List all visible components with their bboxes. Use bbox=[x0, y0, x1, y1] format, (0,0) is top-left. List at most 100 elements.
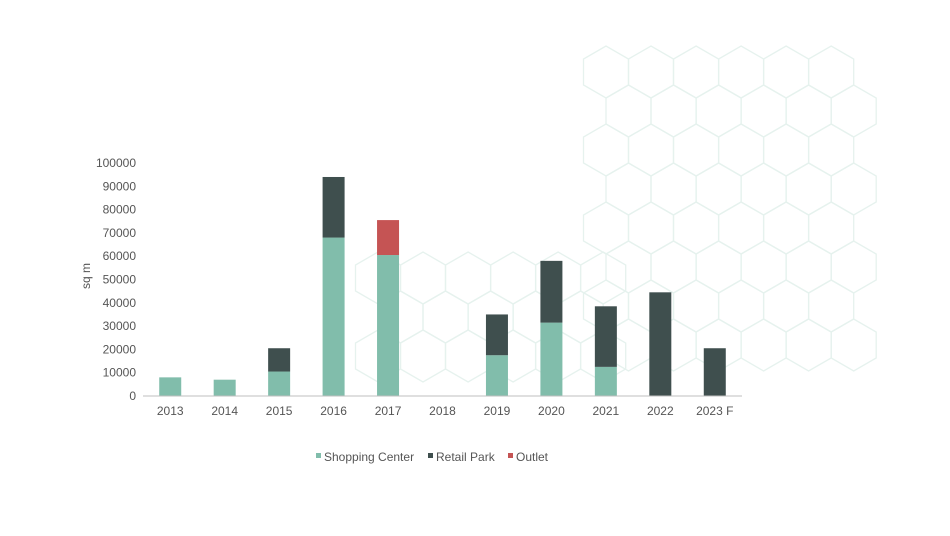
bar-segment bbox=[268, 371, 291, 396]
background-hexagon bbox=[695, 84, 742, 138]
background-hexagon bbox=[717, 45, 765, 99]
y-tick-label: 50000 bbox=[103, 273, 137, 287]
x-tick-label: 2020 bbox=[538, 404, 565, 418]
x-tick-label: 2017 bbox=[375, 404, 402, 418]
background-hexagon bbox=[627, 123, 675, 177]
bar-segment bbox=[268, 348, 291, 372]
legend-swatch bbox=[428, 453, 433, 458]
background-hexagon bbox=[672, 279, 720, 333]
background-hexagon bbox=[422, 290, 469, 344]
x-tick-label: 2015 bbox=[266, 404, 293, 418]
y-tick-label: 70000 bbox=[103, 226, 137, 240]
bar-segment bbox=[485, 355, 508, 396]
background-hexagon bbox=[830, 240, 877, 294]
bar-segment bbox=[377, 255, 400, 396]
y-tick-label: 20000 bbox=[103, 342, 137, 356]
bar-segment bbox=[594, 306, 617, 367]
background-hexagon bbox=[605, 240, 652, 294]
background-hexagon bbox=[830, 84, 877, 138]
bar-segment bbox=[159, 377, 182, 396]
legend-item: Shopping Center bbox=[316, 450, 414, 464]
y-tick-label: 100000 bbox=[96, 156, 136, 170]
legend-label: Retail Park bbox=[436, 450, 496, 464]
x-tick-label: 2018 bbox=[429, 404, 456, 418]
background-hexagon bbox=[807, 123, 855, 177]
background-hexagon bbox=[807, 45, 855, 99]
background-hexagon bbox=[785, 162, 832, 216]
x-tick-label: 2019 bbox=[484, 404, 511, 418]
bar-segment bbox=[213, 379, 236, 396]
x-tick-label: 2023 F bbox=[696, 404, 733, 418]
y-axis: 0 10000 20000 30000 40000 50000 60000 70000 8000… bbox=[96, 156, 136, 403]
y-tick-label: 40000 bbox=[103, 296, 137, 310]
hexagon-background-pattern bbox=[354, 45, 877, 383]
background-hexagon bbox=[807, 201, 855, 255]
background-hexagon bbox=[762, 123, 810, 177]
background-hexagon bbox=[785, 318, 832, 372]
background-hexagon bbox=[605, 162, 652, 216]
y-tick-label: 90000 bbox=[103, 179, 137, 193]
background-hexagon bbox=[695, 240, 742, 294]
x-tick-label: 2016 bbox=[320, 404, 347, 418]
background-hexagon bbox=[717, 279, 765, 333]
legend-label: Shopping Center bbox=[324, 450, 414, 464]
x-tick-label: 2022 bbox=[647, 404, 674, 418]
background-hexagon bbox=[627, 201, 675, 255]
bar-segment bbox=[594, 366, 617, 396]
background-hexagon bbox=[627, 45, 675, 99]
background-hexagon bbox=[830, 318, 877, 372]
legend: Shopping Center Retail Park Outlet bbox=[316, 450, 549, 464]
background-hexagon bbox=[785, 240, 832, 294]
y-tick-label: 80000 bbox=[103, 203, 137, 217]
background-hexagon bbox=[740, 318, 787, 372]
background-hexagon bbox=[650, 240, 697, 294]
background-hexagon bbox=[489, 251, 537, 305]
x-tick-label: 2021 bbox=[593, 404, 620, 418]
background-hexagon bbox=[807, 279, 855, 333]
background-hexagon bbox=[740, 162, 787, 216]
background-hexagon bbox=[695, 162, 742, 216]
background-hexagon bbox=[717, 123, 765, 177]
bar-segment bbox=[485, 314, 508, 356]
background-hexagon bbox=[672, 201, 720, 255]
background-hexagon bbox=[605, 84, 652, 138]
background-hexagon bbox=[399, 251, 447, 305]
legend-item: Outlet bbox=[508, 450, 549, 464]
y-axis-title: sq m bbox=[79, 263, 93, 289]
bar-segment bbox=[322, 237, 345, 396]
background-hexagon bbox=[444, 251, 492, 305]
bar-segment bbox=[703, 348, 726, 396]
background-hexagon bbox=[582, 201, 630, 255]
background-hexagon bbox=[762, 201, 810, 255]
bar-segment bbox=[649, 292, 672, 396]
background-hexagon bbox=[579, 251, 627, 305]
bar-segment bbox=[540, 322, 563, 396]
background-hexagon bbox=[650, 162, 697, 216]
y-tick-label: 30000 bbox=[103, 319, 137, 333]
bar-segment bbox=[540, 260, 563, 323]
background-hexagon bbox=[740, 84, 787, 138]
background-hexagon bbox=[717, 201, 765, 255]
x-axis: 2013 2014 2015 2016 2017 2018 2019 2020 2021 2022… bbox=[157, 404, 734, 418]
x-tick-label: 2014 bbox=[211, 404, 238, 418]
y-tick-label: 10000 bbox=[103, 366, 137, 380]
bar-segment bbox=[377, 220, 400, 256]
y-tick-label: 60000 bbox=[103, 249, 137, 263]
background-hexagon bbox=[740, 240, 787, 294]
y-tick-label: 0 bbox=[129, 389, 136, 403]
bar-segment bbox=[322, 176, 345, 238]
bars bbox=[159, 176, 726, 396]
legend-swatch bbox=[508, 453, 513, 458]
background-hexagon bbox=[582, 45, 630, 99]
background-hexagon bbox=[830, 162, 877, 216]
background-hexagon bbox=[582, 123, 630, 177]
background-hexagon bbox=[399, 329, 447, 383]
background-hexagon bbox=[785, 84, 832, 138]
background-hexagon bbox=[650, 84, 697, 138]
background-hexagon bbox=[762, 279, 810, 333]
background-hexagon bbox=[672, 45, 720, 99]
legend-swatch bbox=[316, 453, 321, 458]
x-tick-label: 2013 bbox=[157, 404, 184, 418]
